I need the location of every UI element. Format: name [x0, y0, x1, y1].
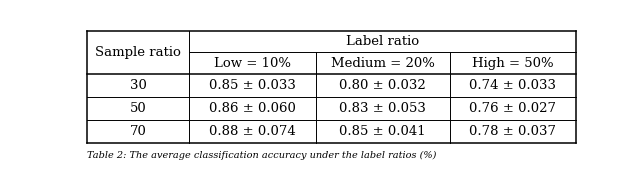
Text: 0.80 ± 0.032: 0.80 ± 0.032 — [339, 79, 426, 92]
Text: 0.76 ± 0.027: 0.76 ± 0.027 — [469, 102, 556, 115]
Text: 0.83 ± 0.053: 0.83 ± 0.053 — [339, 102, 426, 115]
Text: 0.85 ± 0.033: 0.85 ± 0.033 — [209, 79, 296, 92]
Text: 0.88 ± 0.074: 0.88 ± 0.074 — [209, 125, 296, 138]
Text: Sample ratio: Sample ratio — [95, 46, 181, 59]
Text: Medium = 20%: Medium = 20% — [331, 57, 435, 70]
Text: 0.78 ± 0.037: 0.78 ± 0.037 — [469, 125, 556, 138]
Text: 30: 30 — [130, 79, 147, 92]
Text: 0.74 ± 0.033: 0.74 ± 0.033 — [469, 79, 556, 92]
Text: 70: 70 — [130, 125, 147, 138]
Text: Table 2: The average classification accuracy under the label ratios (%): Table 2: The average classification accu… — [88, 151, 437, 160]
Text: Label ratio: Label ratio — [346, 35, 419, 48]
Text: 50: 50 — [130, 102, 147, 115]
Text: 0.85 ± 0.041: 0.85 ± 0.041 — [339, 125, 426, 138]
Text: Low = 10%: Low = 10% — [214, 57, 291, 70]
Text: High = 50%: High = 50% — [472, 57, 554, 70]
Text: 0.86 ± 0.060: 0.86 ± 0.060 — [209, 102, 296, 115]
